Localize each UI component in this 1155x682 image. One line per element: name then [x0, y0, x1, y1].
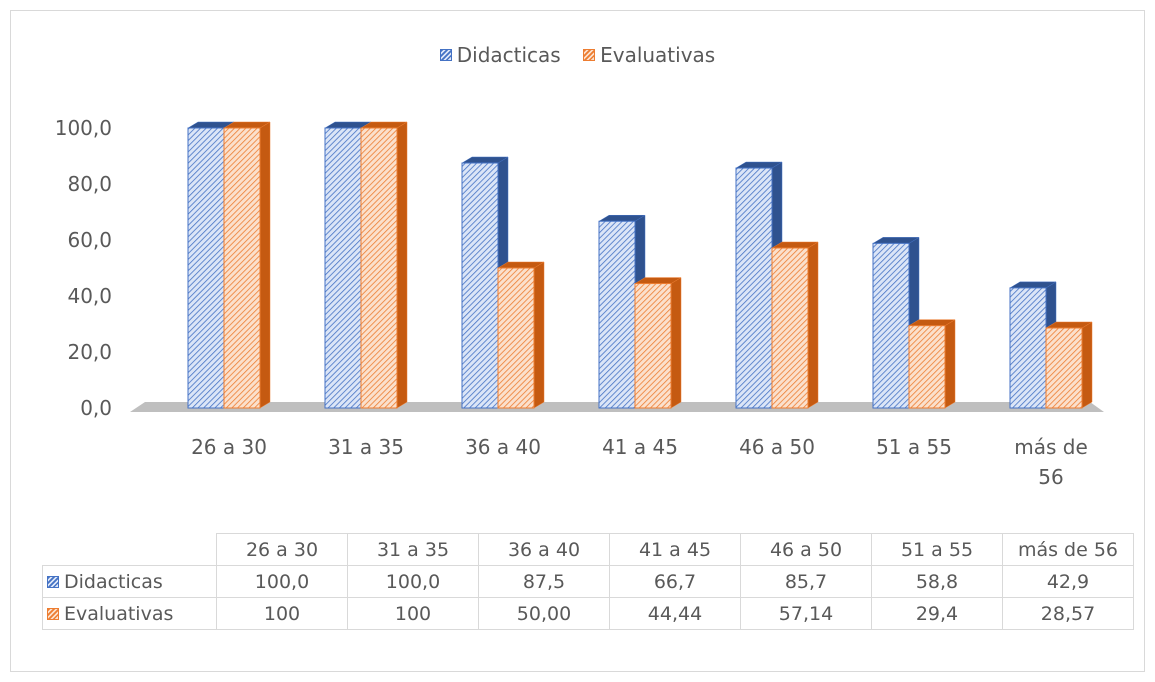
data-table-header: 31 a 35 — [347, 533, 479, 566]
x-tick-label: 56 — [1038, 465, 1063, 489]
row-swatch-evaluativas — [47, 607, 59, 620]
data-table-cell: 44,44 — [609, 597, 741, 630]
bar-evaluativas-front — [1045, 327, 1083, 409]
bar-didacticas-front — [735, 167, 773, 409]
data-table-cell: 85,7 — [740, 565, 872, 598]
legend-label-evaluativas: Evaluativas — [600, 43, 716, 67]
bar-evaluativas — [908, 319, 956, 409]
legend-item-evaluativas: Evaluativas — [583, 43, 715, 67]
legend-item-didacticas: Didacticas — [439, 43, 561, 67]
data-table-row-label: Evaluativas — [42, 597, 217, 630]
y-tick-label: 0,0 — [80, 396, 112, 420]
bar-evaluativas-front — [223, 127, 261, 409]
data-table-header-row: 26 a 30 31 a 35 36 a 40 41 a 45 46 a 50 … — [42, 533, 1134, 566]
bar-evaluativas-side — [944, 319, 956, 409]
bar-evaluativas — [497, 261, 545, 409]
data-table-row-evaluativas: Evaluativas 100 100 50,00 44,44 57,14 29… — [42, 597, 1134, 630]
bar-didacticas-front — [461, 162, 499, 409]
data-table-header: 51 a 55 — [871, 533, 1003, 566]
data-table-cell: 100 — [216, 597, 348, 630]
data-table-row-didacticas: Didacticas 100,0 100,0 87,5 66,7 85,7 58… — [42, 565, 1134, 598]
data-table-header: más de 56 — [1002, 533, 1134, 566]
x-tick-label: 51 a 55 — [876, 435, 952, 459]
bar-evaluativas — [360, 121, 408, 409]
data-table-cell: 87,5 — [478, 565, 610, 598]
x-tick-label: 31 a 35 — [328, 435, 404, 459]
y-tick-label: 60,0 — [67, 228, 112, 252]
bar-evaluativas-front — [360, 127, 398, 409]
x-tick-label: 41 a 45 — [602, 435, 678, 459]
data-table-header: 26 a 30 — [216, 533, 348, 566]
bar-evaluativas-front — [908, 325, 946, 409]
bar-didacticas-front — [598, 220, 636, 409]
bar-didacticas-front — [187, 127, 225, 409]
legend-label-didacticas: Didacticas — [456, 43, 561, 67]
data-table-cell: 100 — [347, 597, 479, 630]
row-swatch-didacticas — [47, 575, 59, 588]
bar-evaluativas-side — [670, 277, 682, 409]
data-table-cell: 28,57 — [1002, 597, 1134, 630]
data-table-header: 41 a 45 — [609, 533, 741, 566]
data-table-cell: 57,14 — [740, 597, 872, 630]
data-table-header: 36 a 40 — [478, 533, 610, 566]
x-tick-label: más de — [1014, 435, 1088, 459]
bar-evaluativas-side — [807, 241, 819, 409]
y-tick-label: 80,0 — [67, 172, 112, 196]
data-table-corner — [42, 533, 217, 566]
bar-evaluativas-side — [396, 121, 408, 409]
bar-chart: 0,0 20,0 40,0 60,0 80,0 100,0 26 a 30 31 a 35 3… — [55, 116, 1104, 489]
row-label-evaluativas: Evaluativas — [64, 602, 174, 625]
bar-evaluativas — [771, 241, 819, 409]
y-tick-label: 40,0 — [67, 284, 112, 308]
bar-didacticas-front — [324, 127, 362, 409]
y-tick-label: 100,0 — [55, 116, 112, 140]
data-table-cell: 100,0 — [216, 565, 348, 598]
data-table-row-label: Didacticas — [42, 565, 217, 598]
legend: Didacticas Evaluativas — [0, 42, 1155, 67]
data-table-cell: 66,7 — [609, 565, 741, 598]
data-table-header: 46 a 50 — [740, 533, 872, 566]
data-table-cell: 50,00 — [478, 597, 610, 630]
bar-evaluativas-front — [497, 267, 535, 409]
bar-evaluativas — [223, 121, 271, 409]
bar-evaluativas-side — [1081, 321, 1093, 409]
bar-evaluativas-side — [259, 121, 271, 409]
bar-didacticas-front — [1009, 287, 1047, 409]
data-table-cell: 42,9 — [1002, 565, 1134, 598]
chart-frame — [10, 10, 1145, 672]
x-tick-label: 26 a 30 — [191, 435, 267, 459]
x-tick-label: 36 a 40 — [465, 435, 541, 459]
bar-didacticas-front — [872, 242, 910, 409]
row-label-didacticas: Didacticas — [64, 570, 163, 593]
data-table: 26 a 30 31 a 35 36 a 40 41 a 45 46 a 50 … — [42, 533, 1134, 630]
legend-swatch-didacticas — [439, 49, 452, 61]
bar-evaluativas — [634, 277, 682, 409]
data-table-cell: 100,0 — [347, 565, 479, 598]
y-tick-label: 20,0 — [67, 340, 112, 364]
legend-swatch-evaluativas — [583, 49, 596, 61]
bar-evaluativas-side — [533, 261, 545, 409]
data-table-cell: 29,4 — [871, 597, 1003, 630]
bar-evaluativas-front — [634, 283, 672, 409]
bar-evaluativas — [1045, 321, 1093, 409]
x-tick-label: 46 a 50 — [739, 435, 815, 459]
bar-evaluativas-front — [771, 247, 809, 409]
data-table-cell: 58,8 — [871, 565, 1003, 598]
